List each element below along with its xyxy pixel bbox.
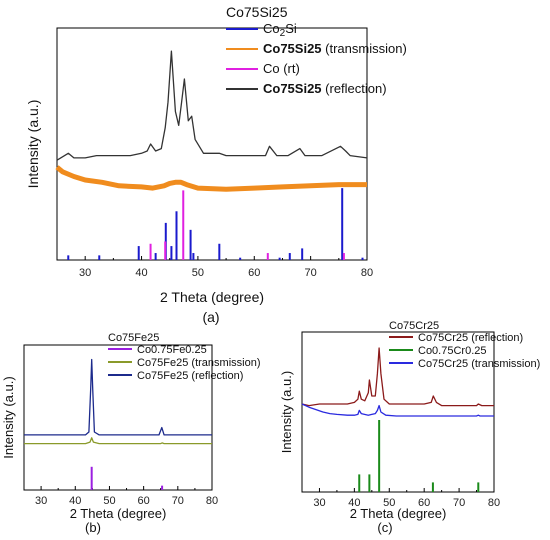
x-axis-title: 2 Theta (degree) xyxy=(160,289,264,305)
x-tick-label: 70 xyxy=(305,267,317,279)
legend-label: Co75Cr25 (transmission) xyxy=(418,358,540,370)
x-tick-label: 30 xyxy=(79,267,91,279)
legend-title: Co75Si25 xyxy=(226,4,288,20)
x-tick-label: 80 xyxy=(206,495,218,507)
x-tick-label: 40 xyxy=(135,267,147,279)
legend-label: Co0.75Cr0.25 xyxy=(418,345,487,357)
x-tick-label: 50 xyxy=(103,495,115,507)
x-tick-label: 80 xyxy=(488,497,500,509)
data-series-line xyxy=(56,50,368,161)
panel-caption: (c) xyxy=(377,520,392,535)
panel-caption: (b) xyxy=(85,520,101,535)
legend-label: Co75Fe25 (transmission) xyxy=(137,357,261,369)
legend-label: Co0.75Fe0.25 xyxy=(137,344,207,356)
x-tick-label: 50 xyxy=(383,497,395,509)
data-series-line xyxy=(24,437,212,445)
chart-panel-a: 30 40 50 60 70 80 2 Theta (degree) Intensity (a… xyxy=(25,4,407,325)
legend-title: Co75Cr25 xyxy=(389,320,439,332)
x-tick-label: 70 xyxy=(172,495,184,507)
x-tick-label: 30 xyxy=(313,497,325,509)
legend-label: Co75Cr25 (reflection) xyxy=(418,332,523,344)
x-axis-title: 2 Theta (degree) xyxy=(350,506,447,521)
legend-label: Co (rt) xyxy=(263,61,300,76)
panel-caption: (a) xyxy=(202,309,219,325)
legend-label: Co75Si25 (transmission) xyxy=(263,41,407,56)
legend-label: Co2Si xyxy=(263,21,297,39)
plot-frame xyxy=(301,331,495,493)
y-axis-title: Intensity (a.u.) xyxy=(279,371,294,453)
x-tick-label: 60 xyxy=(138,495,150,507)
x-tick-label: 70 xyxy=(453,497,465,509)
data-series-line xyxy=(301,347,494,407)
data-series-line xyxy=(55,165,367,192)
plot-frame xyxy=(23,344,213,491)
x-tick-label: 40 xyxy=(69,495,81,507)
x-tick-label: 60 xyxy=(248,267,260,279)
chart-panel-b: 30 40 50 60 70 80 2 Theta (degree) Intensity (a… xyxy=(1,332,261,535)
chart-panel-c: 30 40 50 60 70 80 2 Theta (degree) Intensity (a… xyxy=(279,320,540,535)
x-tick-label: 60 xyxy=(418,497,430,509)
x-tick-label: 40 xyxy=(348,497,360,509)
x-tick-label: 80 xyxy=(361,267,373,279)
x-axis-title: 2 Theta (degree) xyxy=(70,506,167,521)
y-axis-title: Intensity (a.u.) xyxy=(1,376,16,458)
legend-label: Co75Si25 (reflection) xyxy=(263,81,387,96)
x-tick-label: 30 xyxy=(35,495,47,507)
plot-frame xyxy=(56,27,368,261)
data-series-line xyxy=(24,358,212,436)
y-axis-title: Intensity (a.u.) xyxy=(25,100,41,189)
x-tick-label: 50 xyxy=(192,267,204,279)
legend-title: Co75Fe25 xyxy=(108,332,159,344)
data-series-line xyxy=(301,403,494,417)
legend-label: Co75Fe25 (reflection) xyxy=(137,370,243,382)
